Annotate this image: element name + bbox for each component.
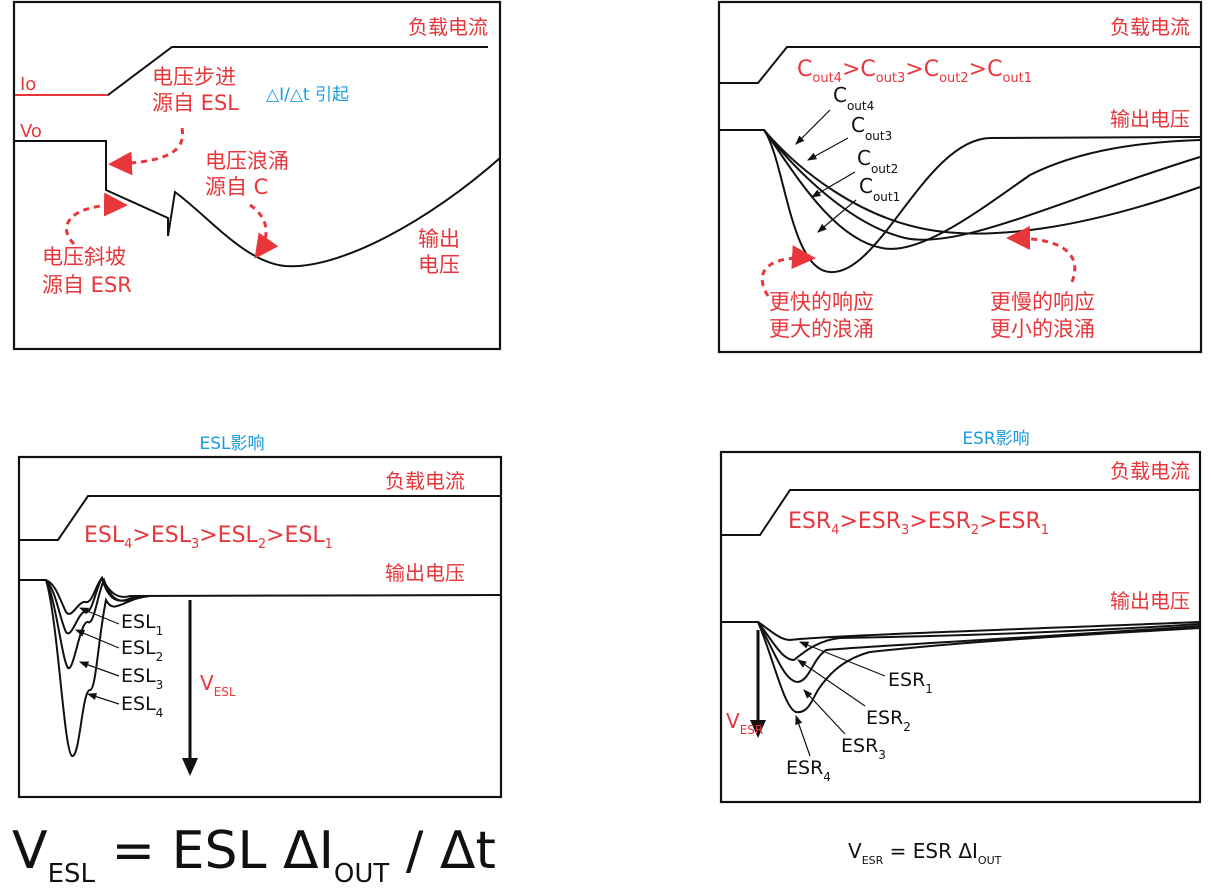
surge-label-1: 电压浪涌 (205, 149, 289, 173)
step-label-1: 电压步进 (152, 65, 236, 89)
v-esr-label: VESR (726, 709, 763, 737)
cout1-arrow (817, 199, 857, 233)
load-current-trace (722, 489, 1200, 536)
io-label: Io (20, 74, 36, 95)
vo-label: Vo (20, 121, 42, 142)
esl-panel-title: ESL影响 (199, 434, 264, 454)
load-current-trace (20, 495, 500, 541)
slow-response-label-2: 更小的浪涌 (990, 317, 1095, 341)
output-label-2: 电压 (418, 253, 460, 277)
cout1-label: Cout1 (859, 174, 900, 204)
panel-1-frame (12, 0, 502, 351)
curve-esl4 (45, 579, 151, 758)
cout2-arrow (810, 171, 856, 198)
fast-response-label-2: 更大的浪涌 (769, 317, 874, 341)
curve-cout3 (763, 129, 1201, 250)
esr4-label: ESR4 (786, 757, 831, 784)
didt-label: △I/△t 引起 (266, 85, 349, 105)
v-esl-arrow-head (182, 758, 198, 776)
esr2-arrow (797, 659, 866, 707)
esl3-arrow (78, 661, 120, 677)
esl-formula: VESL = ESL ΔIOUT / Δt (12, 821, 496, 889)
ramp-arrow (65, 192, 128, 246)
esr1-label: ESR1 (888, 669, 933, 696)
esr4-arrow (795, 714, 811, 757)
esr-order: ESR4>ESR3>ESR2>ESR1 (788, 509, 1049, 538)
esl3-label: ESL3 (121, 665, 163, 692)
panel-esl-effect: ESL影响 负载电流 ESL4>ESL3>ESL2>ESL1 输出电压 ESL1… (17, 434, 503, 799)
panel-4-frame (719, 450, 1202, 804)
curve-cout2 (763, 129, 1201, 241)
cout3-label: Cout3 (851, 113, 892, 143)
esl2-arrow (74, 629, 120, 649)
fast-response-label-1: 更快的响应 (769, 290, 874, 314)
esl2-label: ESL2 (121, 637, 163, 664)
output-voltage-trace (15, 140, 501, 268)
curve-cout1 (763, 129, 1201, 235)
curve-esr3 (757, 621, 1201, 684)
slow-response-arrow (1006, 226, 1077, 283)
curve-esr1 (722, 621, 1201, 642)
esl-order: ESL4>ESL3>ESL2>ESL1 (84, 523, 333, 552)
surge-label-2: 源自 C (205, 175, 268, 199)
output-label-1: 输出 (418, 227, 460, 251)
esl1-label: ESL1 (121, 611, 163, 638)
curve-esr4 (757, 621, 1201, 714)
esl4-label: ESL4 (121, 693, 163, 720)
output-voltage-label: 输出电压 (385, 561, 465, 585)
esr-panel-title: ESR影响 (962, 429, 1029, 449)
panel-2-frame (717, 0, 1203, 354)
step-label-2: 源自 ESL (152, 91, 239, 115)
panel-esr-effect: ESR影响 负载电流 ESR4>ESR3>ESR2>ESR1 输出电压 ESR1… (719, 429, 1202, 804)
capacitance-order: Cout4>Cout3>Cout2>Cout1 (797, 57, 1032, 86)
panel-capacitance-comparison: 负载电流 Cout4>Cout3>Cout2>Cout1 输出电压 Cout4 … (717, 0, 1203, 354)
cout4-arrow (795, 109, 831, 145)
load-current-label: 负载电流 (1110, 459, 1190, 483)
esr-formula: VESR = ESR ΔIOUT (848, 839, 1002, 867)
cout3-arrow (806, 137, 849, 161)
panel-capacitor-response: 负载电流 Io Vo 电压步进 源自 ESL △I/△t 引起 电压浪涌 源自 … (12, 0, 502, 351)
curve-esl1 (20, 576, 501, 615)
load-current-label: 负载电流 (408, 15, 488, 39)
ramp-label-2: 源自 ESR (42, 273, 132, 297)
curve-esl3 (45, 577, 141, 670)
panel-3-frame (17, 455, 503, 799)
cout2-label: Cout2 (857, 146, 898, 176)
curve-esr2 (757, 621, 1201, 662)
esr3-arrow (803, 689, 846, 735)
esr2-label: ESR2 (866, 707, 911, 734)
output-voltage-label: 输出电压 (1110, 107, 1190, 131)
load-current-trace (720, 46, 1200, 84)
ramp-label-1: 电压斜坡 (42, 245, 126, 269)
esl4-arrow (86, 693, 120, 705)
esr3-label: ESR3 (841, 735, 886, 762)
cout4-label: Cout4 (833, 83, 874, 113)
curve-cout4 (720, 129, 1201, 274)
esr1-arrow (798, 641, 886, 677)
v-esr-arrow-head (750, 720, 766, 738)
slow-response-label-1: 更慢的响应 (990, 290, 1095, 314)
load-current-label: 负载电流 (1110, 15, 1190, 39)
load-current-label: 负载电流 (385, 469, 465, 493)
esl1-arrow (78, 607, 120, 625)
output-voltage-label: 输出电压 (1110, 589, 1190, 613)
v-esl-label: VESL (200, 671, 236, 699)
